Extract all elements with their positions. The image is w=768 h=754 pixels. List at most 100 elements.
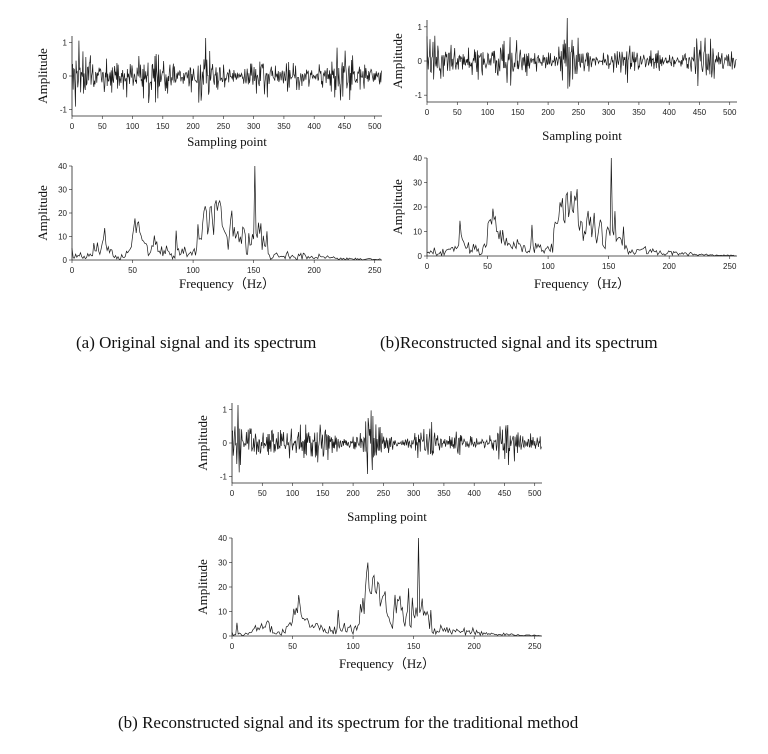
x-tick-label: 500 — [723, 108, 737, 117]
x-tick-label: 200 — [346, 489, 360, 498]
y-tick-label: 1 — [223, 406, 228, 415]
y-tick-label: 0 — [418, 57, 423, 66]
y-tick-label: 40 — [218, 534, 227, 543]
series-line — [231, 404, 542, 475]
x-tick-label: 300 — [602, 108, 616, 117]
x-tick-label: 100 — [186, 266, 200, 275]
y-axis-label: Amplitude — [195, 559, 210, 615]
x-tick-label: 50 — [258, 489, 267, 498]
x-tick-label: 0 — [70, 266, 75, 275]
x-tick-label: 400 — [663, 108, 677, 117]
series-line — [426, 157, 736, 257]
x-tick-label: 100 — [126, 122, 140, 131]
y-axis-label: Amplitude — [35, 48, 50, 104]
x-axis-label: Frequency（Hz） — [179, 276, 275, 291]
y-tick-label: 40 — [58, 162, 67, 171]
x-tick-label: 250 — [528, 642, 542, 651]
x-tick-label: 100 — [541, 262, 555, 271]
x-tick-label: 150 — [511, 108, 525, 117]
x-tick-label: 450 — [693, 108, 707, 117]
x-tick-label: 200 — [663, 262, 677, 271]
series-line — [71, 37, 382, 107]
x-tick-label: 200 — [186, 122, 200, 131]
x-tick-label: 50 — [98, 122, 107, 131]
x-tick-label: 50 — [483, 262, 492, 271]
x-tick-label: 250 — [217, 122, 231, 131]
chart-a-spectrum: 0 50 100 150 200 250 0 10 20 30 40 Frequency（Hz） Amp… — [35, 162, 382, 291]
x-tick-label: 250 — [572, 108, 586, 117]
x-tick-label: 350 — [437, 489, 451, 498]
y-tick-label: -1 — [415, 91, 423, 100]
y-axis-label: Amplitude — [390, 179, 405, 235]
x-tick-label: 150 — [247, 266, 261, 275]
x-tick-label: 150 — [316, 489, 330, 498]
x-tick-label: 100 — [481, 108, 495, 117]
y-tick-label: 20 — [58, 209, 67, 218]
x-tick-label: 100 — [346, 642, 360, 651]
x-tick-label: 200 — [468, 642, 482, 651]
y-tick-label: 20 — [413, 203, 422, 212]
x-axis-label: Sampling point — [187, 134, 267, 149]
x-tick-label: 100 — [286, 489, 300, 498]
x-tick-label: 500 — [528, 489, 542, 498]
x-tick-label: 400 — [468, 489, 482, 498]
y-tick-label: 0 — [418, 252, 423, 261]
x-tick-label: 150 — [407, 642, 421, 651]
y-tick-label: 30 — [218, 559, 227, 568]
y-tick-label: 0 — [63, 256, 68, 265]
chart-a-time: 0 50 100 150 200 250 300 350 400 450 500-101Sampli… — [35, 36, 382, 149]
y-tick-label: 0 — [223, 439, 228, 448]
x-tick-label: 0 — [230, 642, 235, 651]
caption-b: (b)Reconstructed signal and its spectrum — [380, 333, 658, 352]
chart-c-spectrum: 0 50 100 150 200 250 0 10 20 30 40 Frequency（Hz） Amp… — [195, 534, 542, 671]
y-tick-label: 0 — [63, 72, 68, 81]
y-axis-label: Amplitude — [390, 33, 405, 89]
y-tick-label: -1 — [60, 105, 68, 114]
x-tick-label: 150 — [156, 122, 170, 131]
x-tick-label: 250 — [723, 262, 737, 271]
x-tick-label: 250 — [377, 489, 391, 498]
x-tick-label: 50 — [453, 108, 462, 117]
y-tick-label: 0 — [223, 632, 228, 641]
x-tick-label: 0 — [230, 489, 235, 498]
y-tick-label: 10 — [58, 233, 67, 242]
chart-b-spectrum: 0 50 100 150 200 250 0 10 20 30 40 Frequency（Hz） Amp… — [390, 154, 737, 291]
x-tick-label: 450 — [338, 122, 352, 131]
x-axis-label: Sampling point — [542, 128, 622, 143]
x-tick-label: 150 — [602, 262, 616, 271]
x-tick-label: 500 — [368, 122, 382, 131]
series-line — [426, 17, 737, 89]
caption-a: (a) Original signal and its spectrum — [76, 333, 317, 352]
y-tick-label: 10 — [218, 608, 227, 617]
y-tick-label: 40 — [413, 154, 422, 163]
x-tick-label: 0 — [425, 262, 430, 271]
x-tick-label: 350 — [277, 122, 291, 131]
x-tick-label: 400 — [308, 122, 322, 131]
y-tick-label: -1 — [220, 472, 228, 481]
x-tick-label: 0 — [70, 122, 75, 131]
y-tick-label: 20 — [218, 583, 227, 592]
x-tick-label: 0 — [425, 108, 430, 117]
x-axis-label: Frequency（Hz） — [339, 656, 435, 671]
chart-c-time: 0 50 100 150 200 250 300 350 400 450 500-101Sampli… — [195, 403, 542, 524]
y-tick-label: 30 — [58, 186, 67, 195]
chart-b-time: 0 50 100 150 200 250 300 350 400 450 500-101Sampli… — [390, 17, 737, 143]
x-tick-label: 450 — [498, 489, 512, 498]
y-tick-label: 10 — [413, 228, 422, 237]
x-axis-label: Frequency（Hz） — [534, 276, 630, 291]
x-tick-label: 300 — [247, 122, 261, 131]
series-line — [231, 537, 541, 637]
x-tick-label: 50 — [288, 642, 297, 651]
x-tick-label: 350 — [632, 108, 646, 117]
x-axis-label: Sampling point — [347, 509, 427, 524]
y-tick-label: 1 — [63, 39, 68, 48]
x-tick-label: 200 — [308, 266, 322, 275]
x-tick-label: 250 — [368, 266, 382, 275]
y-tick-label: 1 — [418, 23, 423, 32]
x-tick-label: 50 — [128, 266, 137, 275]
caption-c: (b) Reconstructed signal and its spectru… — [118, 713, 579, 732]
y-axis-label: Amplitude — [35, 185, 50, 241]
y-tick-label: 30 — [413, 179, 422, 188]
x-tick-label: 300 — [407, 489, 421, 498]
y-axis-label: Amplitude — [195, 415, 210, 471]
